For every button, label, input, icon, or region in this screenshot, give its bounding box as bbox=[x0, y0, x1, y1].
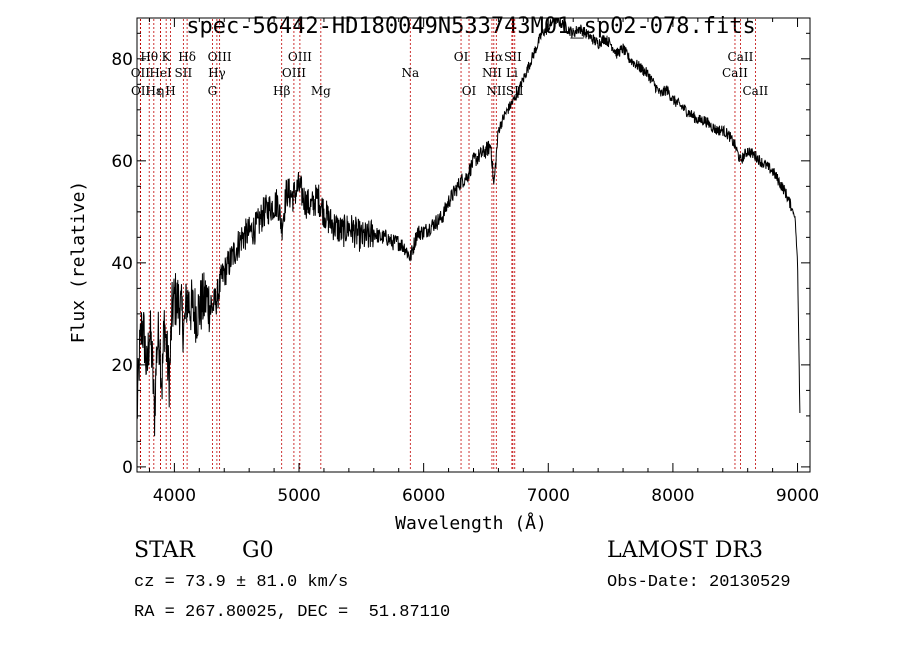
survey-name: LAMOST DR3 bbox=[607, 538, 763, 563]
redshift-readout: cz = 73.9 ± 81.0 km/s bbox=[134, 573, 349, 592]
line-label-12: Hγ bbox=[208, 66, 226, 80]
x-tick-label-5: 9000 bbox=[776, 486, 819, 506]
x-tick-label-1: 5000 bbox=[277, 486, 320, 506]
line-label-5: η bbox=[157, 84, 164, 98]
x-tick-label-0: 4000 bbox=[153, 486, 196, 506]
x-tick-label-4: 8000 bbox=[651, 486, 694, 506]
line-label-6: K bbox=[162, 50, 172, 64]
spectral-line-markers: HθOIIOIIHεHeIηKHSIIHδGOIIIHγHβOIIIOIIIMg… bbox=[131, 19, 769, 471]
line-label-10: G bbox=[208, 84, 218, 98]
line-label-26: CaII bbox=[728, 50, 754, 64]
line-label-9: Hδ bbox=[178, 50, 196, 64]
x-tick-label-2: 6000 bbox=[402, 486, 445, 506]
line-label-28: CaII bbox=[742, 84, 768, 98]
line-label-24: Li bbox=[506, 66, 518, 80]
spectrum-line bbox=[136, 17, 801, 437]
y-axis: 0 20 40 60 80 bbox=[111, 32, 810, 478]
line-label-0: Hθ bbox=[140, 50, 158, 64]
line-label-15: OIII bbox=[282, 66, 306, 80]
line-label-20: Hα bbox=[485, 50, 504, 64]
y-tick-label-3: 60 bbox=[111, 152, 133, 172]
line-label-19: OI bbox=[462, 84, 477, 98]
line-label-21: NII bbox=[482, 66, 502, 80]
y-tick-label-1: 20 bbox=[111, 356, 133, 376]
object-subclass: G0 bbox=[242, 538, 274, 563]
object-type: STAR bbox=[134, 538, 195, 563]
line-label-2: OII bbox=[131, 84, 151, 98]
line-label-17: Na bbox=[401, 66, 419, 80]
y-tick-label-4: 80 bbox=[111, 50, 133, 70]
line-label-23: SII bbox=[504, 50, 522, 64]
line-label-7: H bbox=[165, 84, 175, 98]
line-label-22: NII bbox=[486, 84, 506, 98]
line-label-16: Mg bbox=[311, 84, 331, 98]
y-tick-label-0: 0 bbox=[122, 458, 133, 478]
line-label-13: Hβ bbox=[273, 84, 290, 98]
x-tick-label-3: 7000 bbox=[527, 486, 570, 506]
line-label-11: OIII bbox=[208, 50, 232, 64]
line-label-8: SII bbox=[175, 66, 193, 80]
line-label-14: OIII bbox=[288, 50, 312, 64]
y-axis-label: Flux (relative) bbox=[68, 181, 89, 344]
observation-date: Obs-Date: 20130529 bbox=[607, 573, 791, 592]
line-label-3: Hε bbox=[145, 84, 162, 98]
x-axis-label: Wavelength (Å) bbox=[395, 512, 547, 534]
line-label-27: CaII bbox=[722, 66, 748, 80]
y-tick-label-2: 40 bbox=[111, 254, 133, 274]
spectrum-chart: spec-56442-HD180049N533743M01_sp02-078.f… bbox=[68, 14, 819, 534]
line-label-18: OI bbox=[454, 50, 469, 64]
x-axis: 4000 5000 6000 7000 8000 9000 bbox=[148, 18, 819, 506]
coordinates-readout: RA = 267.80025, DEC = 51.87110 bbox=[134, 603, 451, 622]
